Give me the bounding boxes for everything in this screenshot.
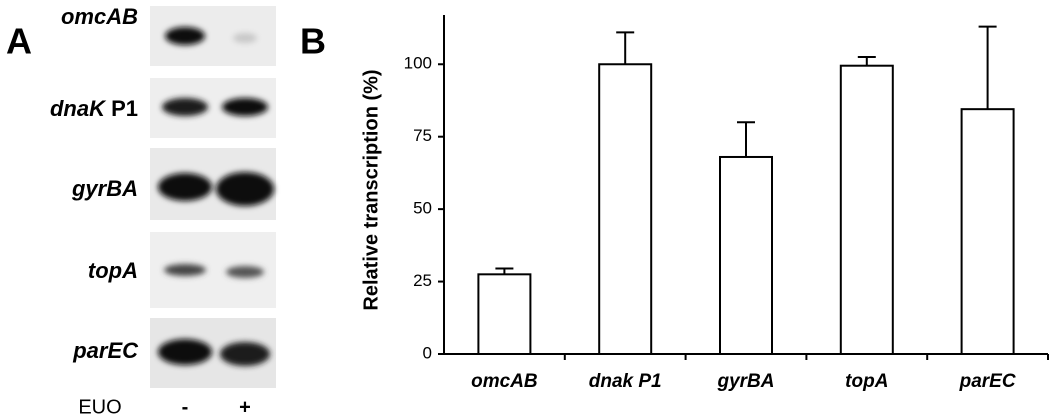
bar — [477, 273, 532, 356]
y-tick-label: 0 — [423, 343, 432, 362]
panel-label: A — [6, 21, 32, 62]
x-tick-label: omcAB — [471, 371, 538, 392]
lane-label: parEC — [72, 338, 139, 363]
bar — [839, 64, 894, 355]
lane-gene: dnaK — [50, 96, 107, 121]
lane-suffix: P1 — [111, 96, 138, 121]
y-tick-label: 50 — [413, 199, 432, 218]
gel — [150, 6, 276, 388]
x-tick-label: dnak P1 — [589, 371, 662, 392]
condition-label: - — [182, 396, 189, 418]
lane-label: topA — [88, 258, 138, 283]
condition-label: + — [239, 396, 251, 418]
panel-label: B — [300, 21, 326, 62]
y-tick-label: 25 — [413, 271, 432, 290]
y-tick-label: 75 — [413, 126, 432, 145]
y-tick-label: 100 — [404, 54, 432, 73]
lane-label: dnaK P1 — [50, 96, 138, 121]
x-tick-label: topA — [845, 371, 888, 392]
lane-label: gyrBA — [71, 176, 138, 201]
x-tick-label: gyrBA — [716, 371, 774, 392]
bar — [719, 155, 773, 355]
y-axis-label: Relative transcription (%) — [360, 69, 382, 310]
bar — [598, 63, 653, 355]
lane-label: omcAB — [61, 4, 138, 29]
treatment-label: EUO — [78, 396, 121, 418]
x-tick-label: parEC — [959, 371, 1016, 392]
bar — [960, 108, 1015, 355]
